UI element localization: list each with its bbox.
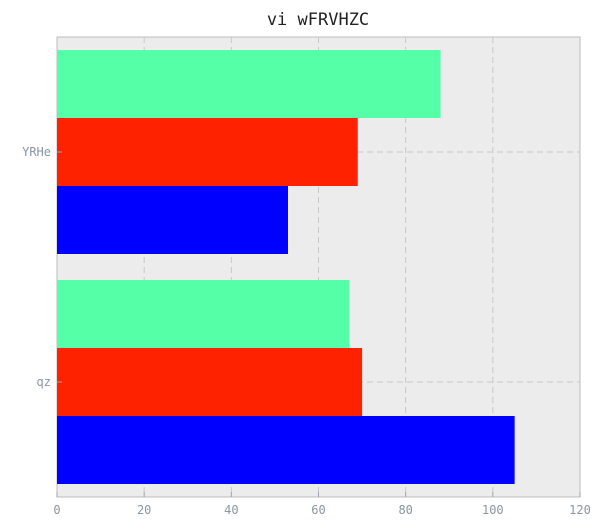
bar <box>57 118 358 186</box>
x-tick-label: 80 <box>398 503 412 517</box>
x-tick-label: 100 <box>482 503 504 517</box>
x-axis: 0 20 40 60 80 100 120 <box>53 492 591 517</box>
bar <box>57 348 363 416</box>
chart-title: vi wFRVHZC <box>267 10 369 30</box>
x-tick-label: 0 <box>53 503 60 517</box>
y-tick-label: qz <box>37 375 51 389</box>
x-tick-label: 120 <box>569 503 591 517</box>
bar <box>57 186 288 254</box>
bars <box>57 50 515 484</box>
x-tick-label: 20 <box>137 503 151 517</box>
x-tick-label: 60 <box>311 503 325 517</box>
bar <box>57 50 441 118</box>
y-tick-label: YRHe <box>22 145 51 159</box>
y-axis: qz YRHe <box>22 145 62 389</box>
bar <box>57 416 515 484</box>
x-tick-label: 40 <box>224 503 238 517</box>
bar <box>57 280 350 348</box>
